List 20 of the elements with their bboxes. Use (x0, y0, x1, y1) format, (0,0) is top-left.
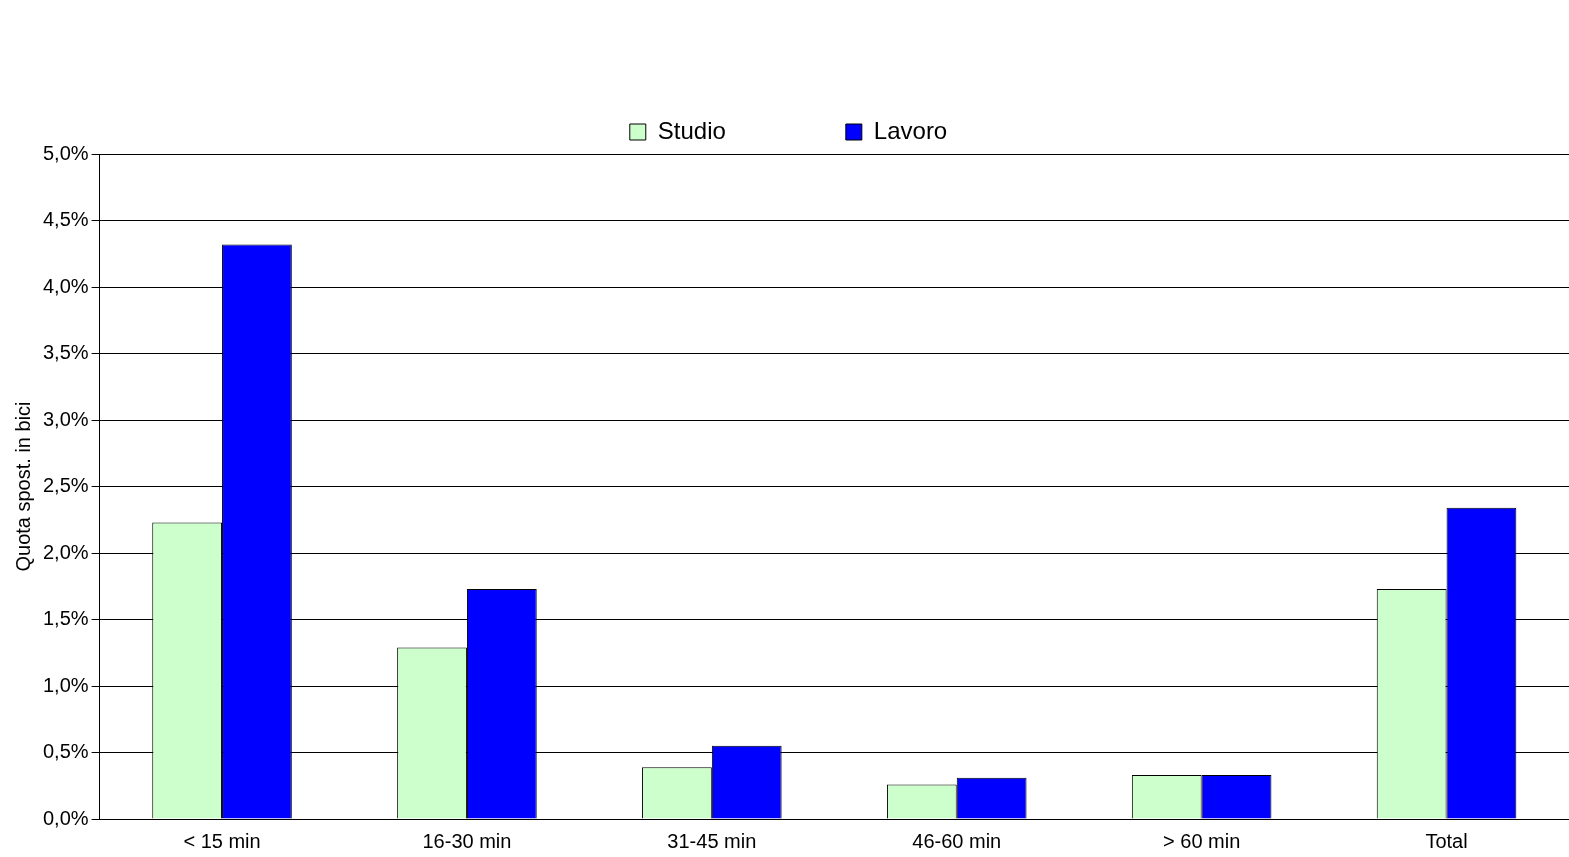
y-tick-label: 5,0% (42, 141, 89, 164)
y-tick-label: 4,0% (42, 274, 89, 297)
x-tick-label: Total (1425, 829, 1468, 852)
x-tick-label: 16-30 min (422, 829, 512, 852)
legend-label: Studio (657, 116, 726, 144)
y-tick-label: 3,0% (42, 407, 89, 430)
legend-label: Lavoro (873, 116, 948, 144)
y-tick-label: 1,0% (42, 673, 89, 696)
y-tick-label: 0,5% (42, 740, 89, 763)
y-tick-label: 1,5% (42, 607, 89, 630)
y-tick-label: 2,0% (42, 540, 89, 563)
x-tick-label: > 60 min (1163, 829, 1241, 852)
y-tick-label: 4,5% (42, 208, 89, 231)
x-tick-label: 46-60 min (912, 829, 1002, 852)
y-tick-label: 3,5% (42, 341, 89, 364)
x-tick-label: < 15 min (183, 829, 261, 852)
x-tick-label: 31-45 min (667, 829, 757, 852)
y-axis-title: Quota spost. in bici (11, 401, 34, 572)
y-tick-label: 2,5% (42, 474, 89, 497)
y-tick-label: 0,0% (42, 806, 89, 829)
